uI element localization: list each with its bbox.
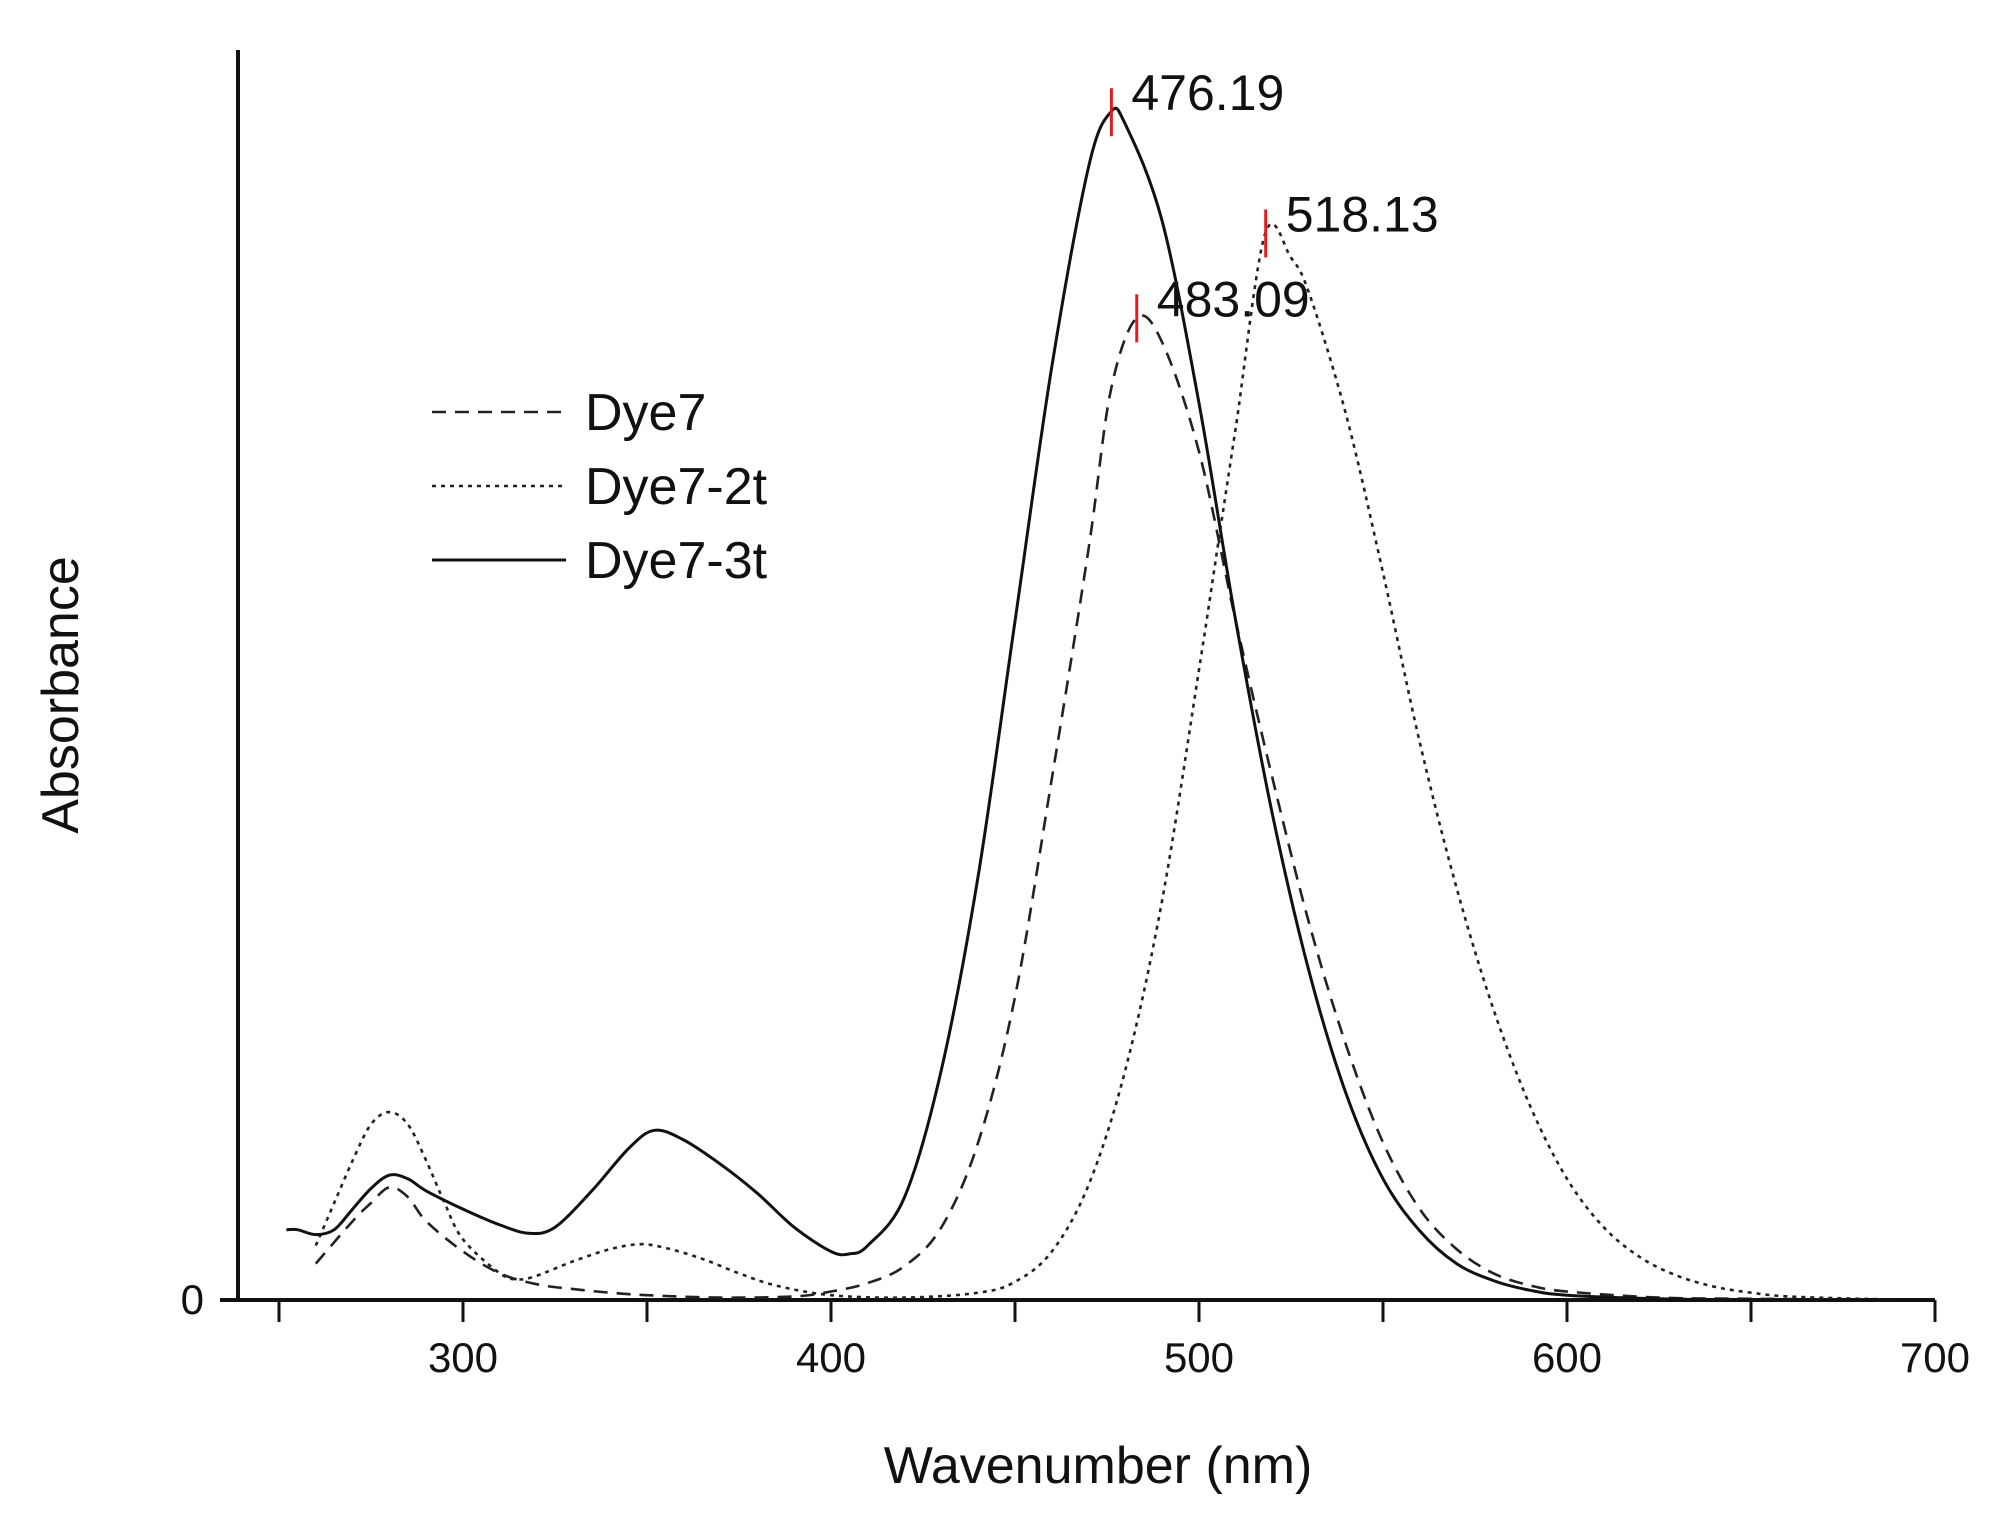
x-tick-label: 500 xyxy=(1164,1334,1234,1381)
legend-label: Dye7-2t xyxy=(585,458,768,516)
peak-label: 483.09 xyxy=(1157,271,1310,327)
x-axis-title: Wavenumber (nm) xyxy=(884,1437,1313,1495)
x-tick-label: 600 xyxy=(1532,1334,1602,1381)
axes xyxy=(236,50,1935,1302)
legend-label: Dye7-3t xyxy=(585,532,768,590)
x-tick-label: 700 xyxy=(1900,1334,1970,1381)
x-axis-ticks: 0 300 400 500 600 700 xyxy=(181,1276,1970,1381)
legend-label: Dye7 xyxy=(585,384,706,442)
series-line-dye7-3t xyxy=(286,106,1936,1302)
peak-annotations: 476.19 518.13 483.09 xyxy=(1109,65,1439,343)
peak-label: 518.13 xyxy=(1286,186,1439,242)
x-tick-label: 300 xyxy=(428,1334,498,1381)
y-axis-title: Absorbance xyxy=(32,556,90,834)
series-line-dye7 xyxy=(314,314,1936,1302)
legend: Dye7 Dye7-2t Dye7-3t xyxy=(432,384,768,590)
series-layer xyxy=(286,106,1936,1302)
x-tick-label: 400 xyxy=(796,1334,866,1381)
y-tick-label: 0 xyxy=(181,1276,204,1323)
peak-label: 476.19 xyxy=(1131,65,1284,121)
series-line-dye7-2t xyxy=(314,222,1936,1302)
